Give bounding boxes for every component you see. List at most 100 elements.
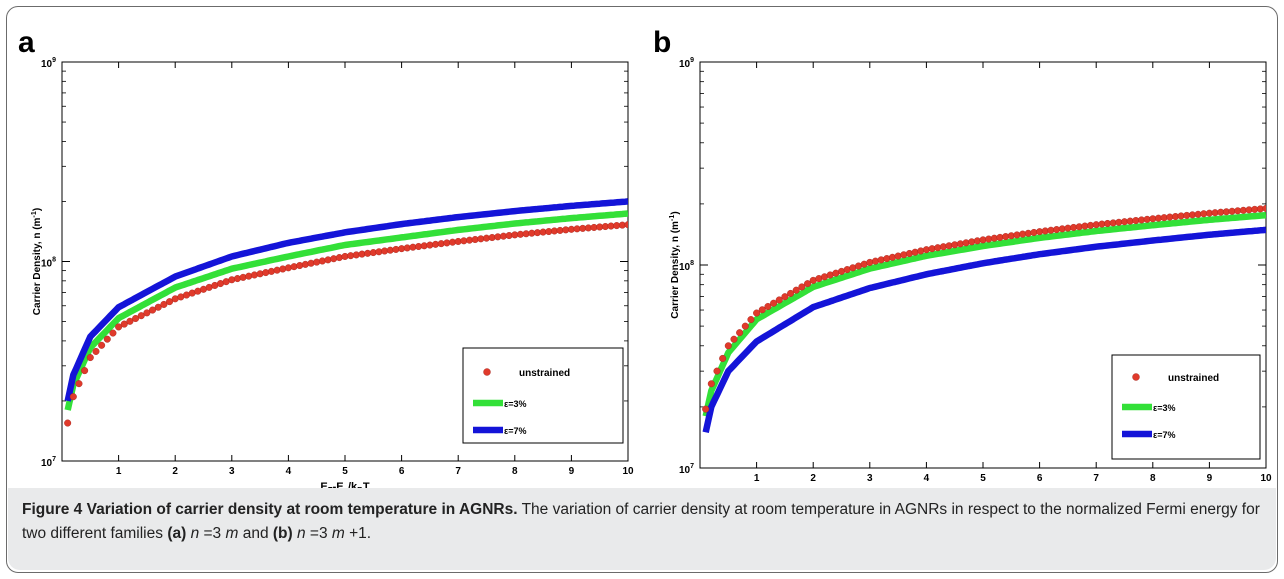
figure-plots: a10710810912345678910EF-Ec/kBTCarrier De… [18,26,1272,488]
x-axis-label-a-part-2: /k [348,481,358,488]
curves-b [702,204,1266,433]
panel-label-b: b [653,26,671,59]
x-axis-label-a: EF-Ec/kBT [320,481,370,488]
x-tick-label-b-5: 6 [1037,473,1043,484]
y-tick-label-b-0: 107 [679,463,694,476]
marker-a-unstrained [233,275,241,283]
marker-a-unstrained [284,264,292,272]
y-tick-label-b-2-exp: 9 [690,57,694,64]
marker-b-unstrained [724,342,732,350]
marker-a-unstrained [245,272,253,280]
legend-a: unstrained ε=3% ε=7% [462,347,624,444]
legend-label-a-unstrained: unstrained [519,368,570,379]
x-tick-label-a-0: 1 [116,466,122,477]
marker-a-unstrained [301,260,309,268]
x-tick-label-a-1: 2 [172,466,178,477]
legend-label-a-strain7: ε=7% [504,426,527,436]
marker-a-unstrained [330,255,338,263]
y-tick-label-b-1: 108 [679,260,694,273]
y-axis-label-a-exp: -1 [29,211,38,217]
marker-b-unstrained [894,252,902,260]
marker-b-unstrained [888,253,896,261]
marker-a-unstrained [166,298,174,306]
marker-b-unstrained [758,306,766,314]
x-tick-label-b-4: 5 [980,473,986,484]
marker-b-unstrained [883,255,891,263]
marker-a-unstrained [69,393,77,401]
y-axis-label-b-exp: -1 [667,215,676,221]
marker-a-unstrained [335,254,343,262]
x-tick-label-b-0: 1 [754,473,760,484]
marker-a-unstrained [64,419,72,427]
marker-a-unstrained [256,270,264,278]
caption-formula-b-m: m [331,525,345,542]
marker-a-unstrained [228,276,236,284]
caption-formula-a-n: n [186,525,204,542]
marker-b-unstrained [905,249,913,257]
marker-a-unstrained [103,335,111,343]
caption-formula-a-m: m [225,525,239,542]
marker-b-unstrained [713,367,721,375]
legend-marker-b-unstrained [1132,373,1140,381]
marker-b-unstrained [775,296,783,304]
marker-a-unstrained [75,380,83,388]
marker-b-unstrained [764,302,772,310]
x-tick-label-a-8: 9 [569,466,575,477]
y-axis-label-a-main: Carrier Density, n (m [32,217,43,315]
marker-b-unstrained [871,257,879,265]
panel-label-a: a [18,26,35,59]
marker-a-unstrained [109,329,117,337]
caption-formula-b-tail: +1. [344,525,372,542]
curves-a [64,198,628,427]
marker-b-unstrained [792,286,800,294]
figure-caption: Figure 4 Variation of carrier density at… [22,498,1260,546]
y-tick-label-a-2: 109 [41,57,56,70]
x-tick-label-a-7: 8 [512,466,518,477]
x-tick-label-b-6: 7 [1093,473,1099,484]
y-tick-label-b-2: 109 [679,57,694,70]
caption-label-b: (b) [272,525,293,542]
x-axis-label-a-tail: T [363,481,370,488]
marker-a-unstrained [81,367,89,375]
marker-a-unstrained [273,266,281,274]
marker-a-unstrained [307,259,315,267]
marker-a-unstrained [86,354,94,362]
x-tick-label-a-6: 7 [455,466,461,477]
marker-a-unstrained [290,263,298,271]
y-axis-label-a: Carrier Density, n (m-1) [29,208,43,315]
caption-formula-a-eq: =3 [203,525,226,542]
x-tick-label-b-9: 10 [1260,473,1272,484]
legend-b: unstrained ε=3% ε=7% [1111,354,1261,460]
marker-a-unstrained [132,314,140,322]
marker-a-unstrained [143,309,151,317]
x-tick-label-b-3: 4 [924,473,930,484]
marker-b-unstrained [702,405,710,413]
x-axis-label-a-sub-0: F [328,486,333,488]
chart-panel-b: b10710810912345678910EF-Ec/kBTCarrier De… [653,26,1272,484]
caption-title: Figure 4 Variation of carrier density at… [22,501,518,518]
caption-body-1: The variation of carrier density at room… [22,501,1260,542]
marker-a-unstrained [98,341,106,349]
marker-b-unstrained [804,280,812,288]
y-tick-label-a-0: 107 [41,456,56,469]
caption-body-2: and [238,525,273,542]
marker-a-unstrained [313,258,321,266]
series-line-a-strain7 [64,198,628,402]
marker-a-unstrained [120,320,128,328]
marker-a-unstrained [92,347,100,355]
legend-label-b-strain3: ε=3% [1153,403,1176,413]
x-tick-label-a-9: 10 [622,466,634,477]
caption-box: Figure 4 Variation of carrier density at… [8,488,1276,570]
marker-b-unstrained [900,251,908,259]
x-axis-label-a-sub-2: B [357,486,363,488]
y-tick-label-b-0-exp: 7 [690,463,694,470]
marker-a-unstrained [324,256,332,264]
marker-b-unstrained [741,322,749,330]
caption-formula-b-eq: =3 [309,525,332,542]
legend-marker-a-unstrained [483,368,491,376]
y-tick-label-b-2-base: 10 [679,59,691,70]
marker-a-unstrained [624,221,628,229]
x-tick-label-a-4: 5 [342,466,348,477]
x-tick-label-b-7: 8 [1150,473,1156,484]
marker-b-unstrained [730,335,738,343]
